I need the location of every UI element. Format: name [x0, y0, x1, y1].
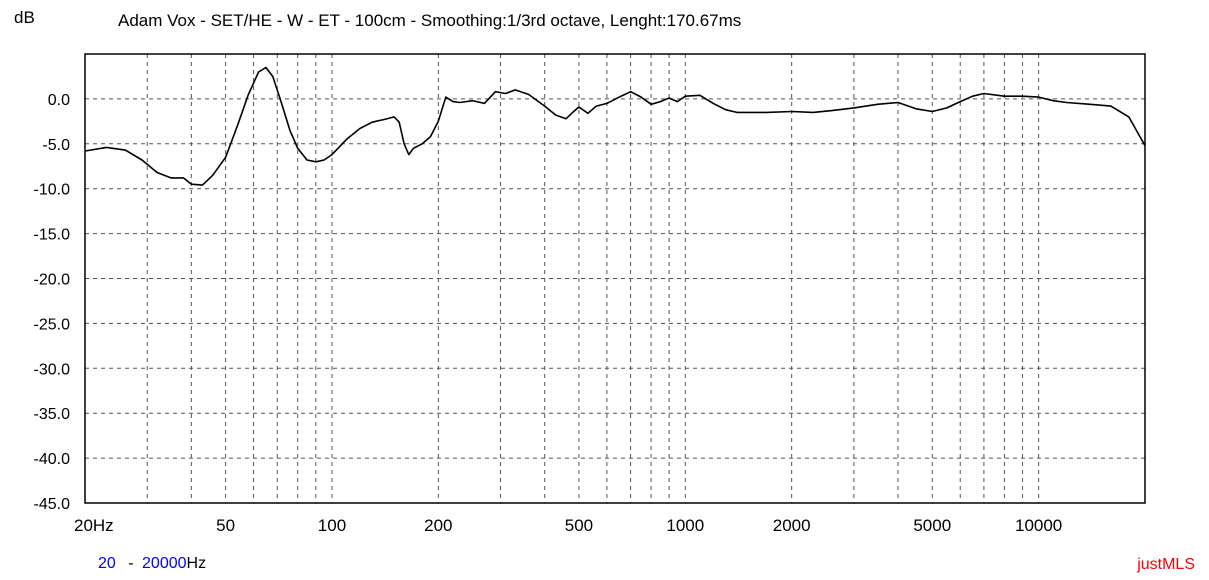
y-tick-label: 0.0 [48, 92, 70, 109]
app-logo-text: justMLS [1137, 556, 1195, 573]
range-end-value[interactable]: 20000 [142, 555, 187, 572]
y-tick-label: -10.0 [34, 182, 71, 199]
x-tick-label: 2000 [773, 516, 811, 535]
grid-layer [85, 54, 1145, 503]
y-tick-label: -35.0 [34, 406, 71, 423]
x-tick-label: 50 [216, 516, 235, 535]
x-tick-label: 200 [424, 516, 452, 535]
y-tick-label: -45.0 [34, 496, 71, 513]
x-tick-label: 500 [565, 516, 593, 535]
range-unit: Hz [186, 555, 207, 572]
range-start-value[interactable]: 20 [98, 555, 116, 572]
frequency-range-readout: 20 - 20000Hz [98, 555, 206, 573]
range-dash: - [128, 555, 134, 572]
response-curve [84, 66, 1146, 186]
x-tick-label: 5000 [913, 516, 951, 535]
x-tick-label: 1000 [666, 516, 704, 535]
x-tick-label: 100 [318, 516, 346, 535]
y-tick-label: -25.0 [34, 316, 71, 333]
y-tick-label: -5.0 [42, 137, 70, 154]
y-tick-label: -15.0 [34, 227, 71, 244]
chart-title: Adam Vox - SET/HE - W - ET - 100cm - Smo… [118, 11, 742, 30]
x-tick-label: 10000 [1015, 516, 1062, 535]
x-tick-label: 20Hz [74, 516, 114, 535]
tick-label-layer: 0.0 -5.0 -10.0 -15.0 -20.0 -25.0 -30.0 -35.0 -40… [34, 92, 1063, 535]
y-tick-label: -40.0 [34, 451, 71, 468]
plot-frame [84, 53, 1146, 504]
y-tick-label: -30.0 [34, 361, 71, 378]
y-tick-label: -20.0 [34, 272, 71, 289]
y-unit-label: dB [14, 8, 35, 27]
